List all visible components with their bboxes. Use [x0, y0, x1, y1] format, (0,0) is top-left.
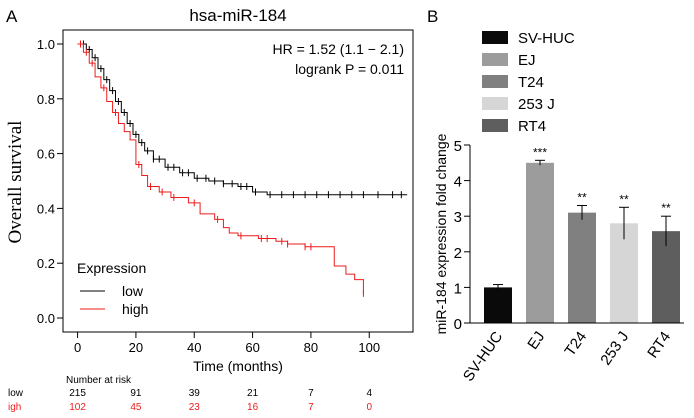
logrank-annotation: logrank P = 0.011	[295, 61, 404, 77]
km-x-tick-label: 40	[187, 340, 201, 355]
bar-legend-label: EJ	[518, 52, 536, 69]
bar-x-tick-label: SV-HUC	[460, 328, 507, 384]
bar-y-tick-label: 5	[454, 138, 462, 155]
bar-legend-swatch	[482, 119, 508, 132]
bar-legend-swatch	[482, 31, 508, 44]
risk-count-igh: 45	[130, 402, 142, 413]
bar-legend-swatch	[482, 53, 508, 66]
km-curves	[77, 40, 408, 297]
km-x-tick-label: 100	[358, 340, 380, 355]
bar-x-tick-label: 253 J	[597, 329, 632, 369]
risk-count-igh: 0	[366, 402, 372, 413]
km-x-axis: 0 20 40 60 80 100	[74, 332, 380, 355]
risk-count-low: 4	[366, 388, 372, 399]
bar-legend-label: SV-HUC	[518, 30, 575, 47]
bar-y-tick-label: 4	[454, 174, 462, 191]
km-y-tick-label: 0.8	[37, 92, 55, 107]
significance-marker: **	[661, 201, 671, 215]
bar-253-j	[610, 223, 638, 323]
bar-y-tick-label: 3	[454, 209, 462, 226]
km-legend-high-label: high	[122, 301, 148, 317]
significance-marker: **	[619, 192, 629, 206]
bar-y-tick-label: 2	[454, 245, 462, 262]
km-legend-title: Expression	[77, 260, 146, 276]
bar-x-tick-label: EJ	[524, 329, 548, 353]
km-y-axis-label: Overall survival	[5, 121, 26, 244]
risk-row-low-label: low	[8, 388, 24, 399]
risk-table-header: Number at risk	[66, 375, 132, 386]
km-x-tick-label: 0	[74, 340, 81, 355]
hazard-ratio-annotation: HR = 1.52 (1.1 − 2.1)	[272, 41, 404, 57]
panel-a-label: A	[6, 7, 18, 26]
bar-y-tick-label: 0	[454, 316, 462, 333]
km-curve-low	[77, 43, 408, 196]
km-y-tick-label: 0.6	[37, 147, 55, 162]
significance-marker: **	[577, 191, 587, 205]
bar-marks: ***** ****	[484, 145, 680, 323]
risk-count-low: 39	[189, 388, 201, 399]
risk-count-low: 7	[308, 388, 314, 399]
bar-y-axis-label: miR-184 expression fold change	[433, 133, 449, 334]
km-curve-high	[77, 43, 364, 294]
km-x-axis-label: Time (months)	[193, 358, 283, 374]
km-x-tick-label: 20	[129, 340, 143, 355]
risk-table-values: 215 91 39 21 7 4 102 45 23 16 7 0	[69, 388, 372, 413]
km-legend-low-label: low	[122, 283, 144, 299]
risk-row-high-label: igh	[8, 402, 21, 413]
km-y-tick-label: 0.0	[37, 311, 55, 326]
risk-count-igh: 16	[247, 402, 259, 413]
bar-y-tick-label: 1	[454, 280, 462, 297]
km-x-tick-label: 80	[304, 340, 318, 355]
bar-legend-swatch	[482, 97, 508, 110]
risk-count-igh: 7	[308, 402, 314, 413]
bar-x-tick-label: T24	[562, 329, 591, 360]
risk-count-low: 91	[130, 388, 142, 399]
risk-count-igh: 102	[69, 402, 86, 413]
bar-legend-label: T24	[518, 74, 544, 91]
significance-marker: ***	[533, 145, 547, 159]
km-y-tick-label: 1.0	[37, 37, 55, 52]
panel-a: A hsa-miR-184 0.00.20.40.60.81.0 0 20 40 60…	[5, 6, 414, 413]
km-title: hsa-miR-184	[189, 6, 286, 25]
risk-count-low: 21	[247, 388, 259, 399]
bar-legend-label: RT4	[518, 118, 546, 135]
bar-legend: SV-HUC EJ T24 253 J RT4	[482, 30, 575, 135]
bar-t24	[568, 212, 596, 323]
bar-x-tick-label: RT4	[644, 329, 674, 362]
km-legend: Expression low high	[77, 260, 148, 317]
km-plot-frame	[62, 29, 414, 333]
km-y-tick-label: 0.2	[37, 256, 55, 271]
bar-sv-huc	[484, 287, 512, 323]
bar-rt4	[652, 231, 680, 323]
panel-b-label: B	[427, 7, 438, 26]
bar-y-axis: 0 1 2 3 4 5	[454, 138, 471, 333]
bar-legend-swatch	[482, 75, 508, 88]
km-y-tick-label: 0.4	[37, 201, 55, 216]
bar-ej	[526, 162, 554, 323]
km-x-tick-label: 60	[245, 340, 259, 355]
bar-x-tick-labels: SV-HUC EJ T24 253 J RT4	[460, 328, 674, 384]
km-y-axis: 0.0 0.2 0.4 0.6 0.8 1.0	[37, 37, 63, 326]
bar-legend-label: 253 J	[518, 96, 555, 113]
risk-count-igh: 23	[189, 402, 201, 413]
risk-count-low: 215	[69, 388, 86, 399]
